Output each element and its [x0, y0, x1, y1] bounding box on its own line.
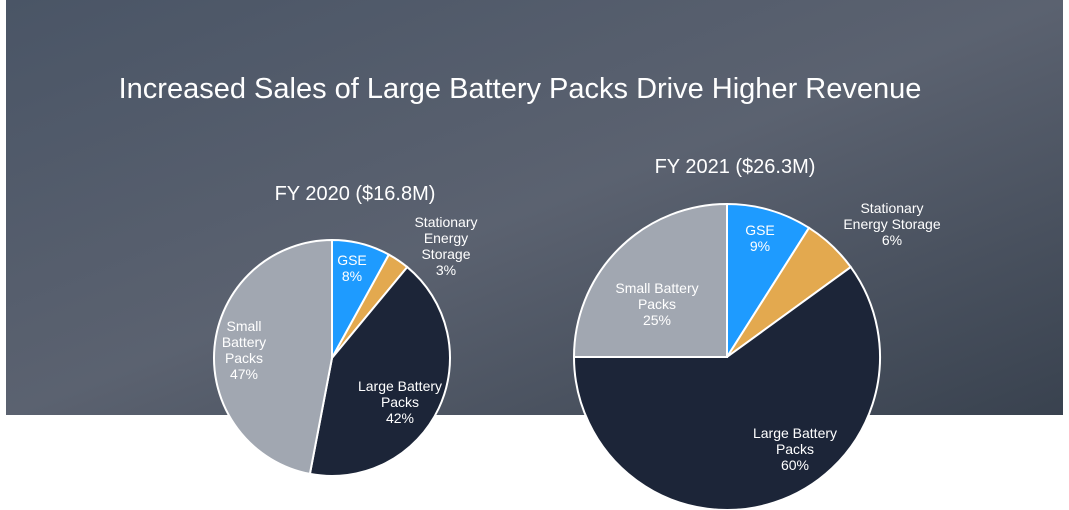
- background-photo: [6, 0, 1063, 415]
- slice-label: Large Battery Packs: [752, 425, 838, 457]
- slice-value: 42%: [385, 410, 415, 426]
- slice-value: 8%: [341, 268, 363, 284]
- slice-label: Stationary Energy Storage: [843, 200, 941, 232]
- slice-value: 3%: [435, 262, 457, 278]
- slice-value: 25%: [642, 312, 672, 328]
- slice-label: Small Battery Packs: [615, 280, 699, 312]
- pie-title: FY 2020 ($16.8M): [275, 183, 436, 205]
- pie-slice: [213, 238, 333, 476]
- slice-label: Stationary Energy Storage: [414, 214, 478, 262]
- pie-slice: [572, 265, 881, 510]
- slice-label: GSE: [745, 222, 775, 238]
- slice-value: 6%: [881, 232, 903, 248]
- slide-title: Increased Sales of Large Battery Packs D…: [119, 73, 922, 105]
- pie-slice: [308, 265, 451, 477]
- slice-label: Large Battery Packs: [357, 378, 443, 410]
- slice-value: 47%: [229, 366, 259, 382]
- slice-value: 60%: [780, 457, 810, 473]
- slice-value: 9%: [749, 238, 771, 254]
- pie-slice: [572, 202, 728, 358]
- slice-label: GSE: [337, 252, 367, 268]
- slice-label: Small Battery Packs: [221, 318, 267, 366]
- pie-slice: [726, 202, 811, 361]
- pie-title: FY 2021 ($26.3M): [655, 156, 816, 178]
